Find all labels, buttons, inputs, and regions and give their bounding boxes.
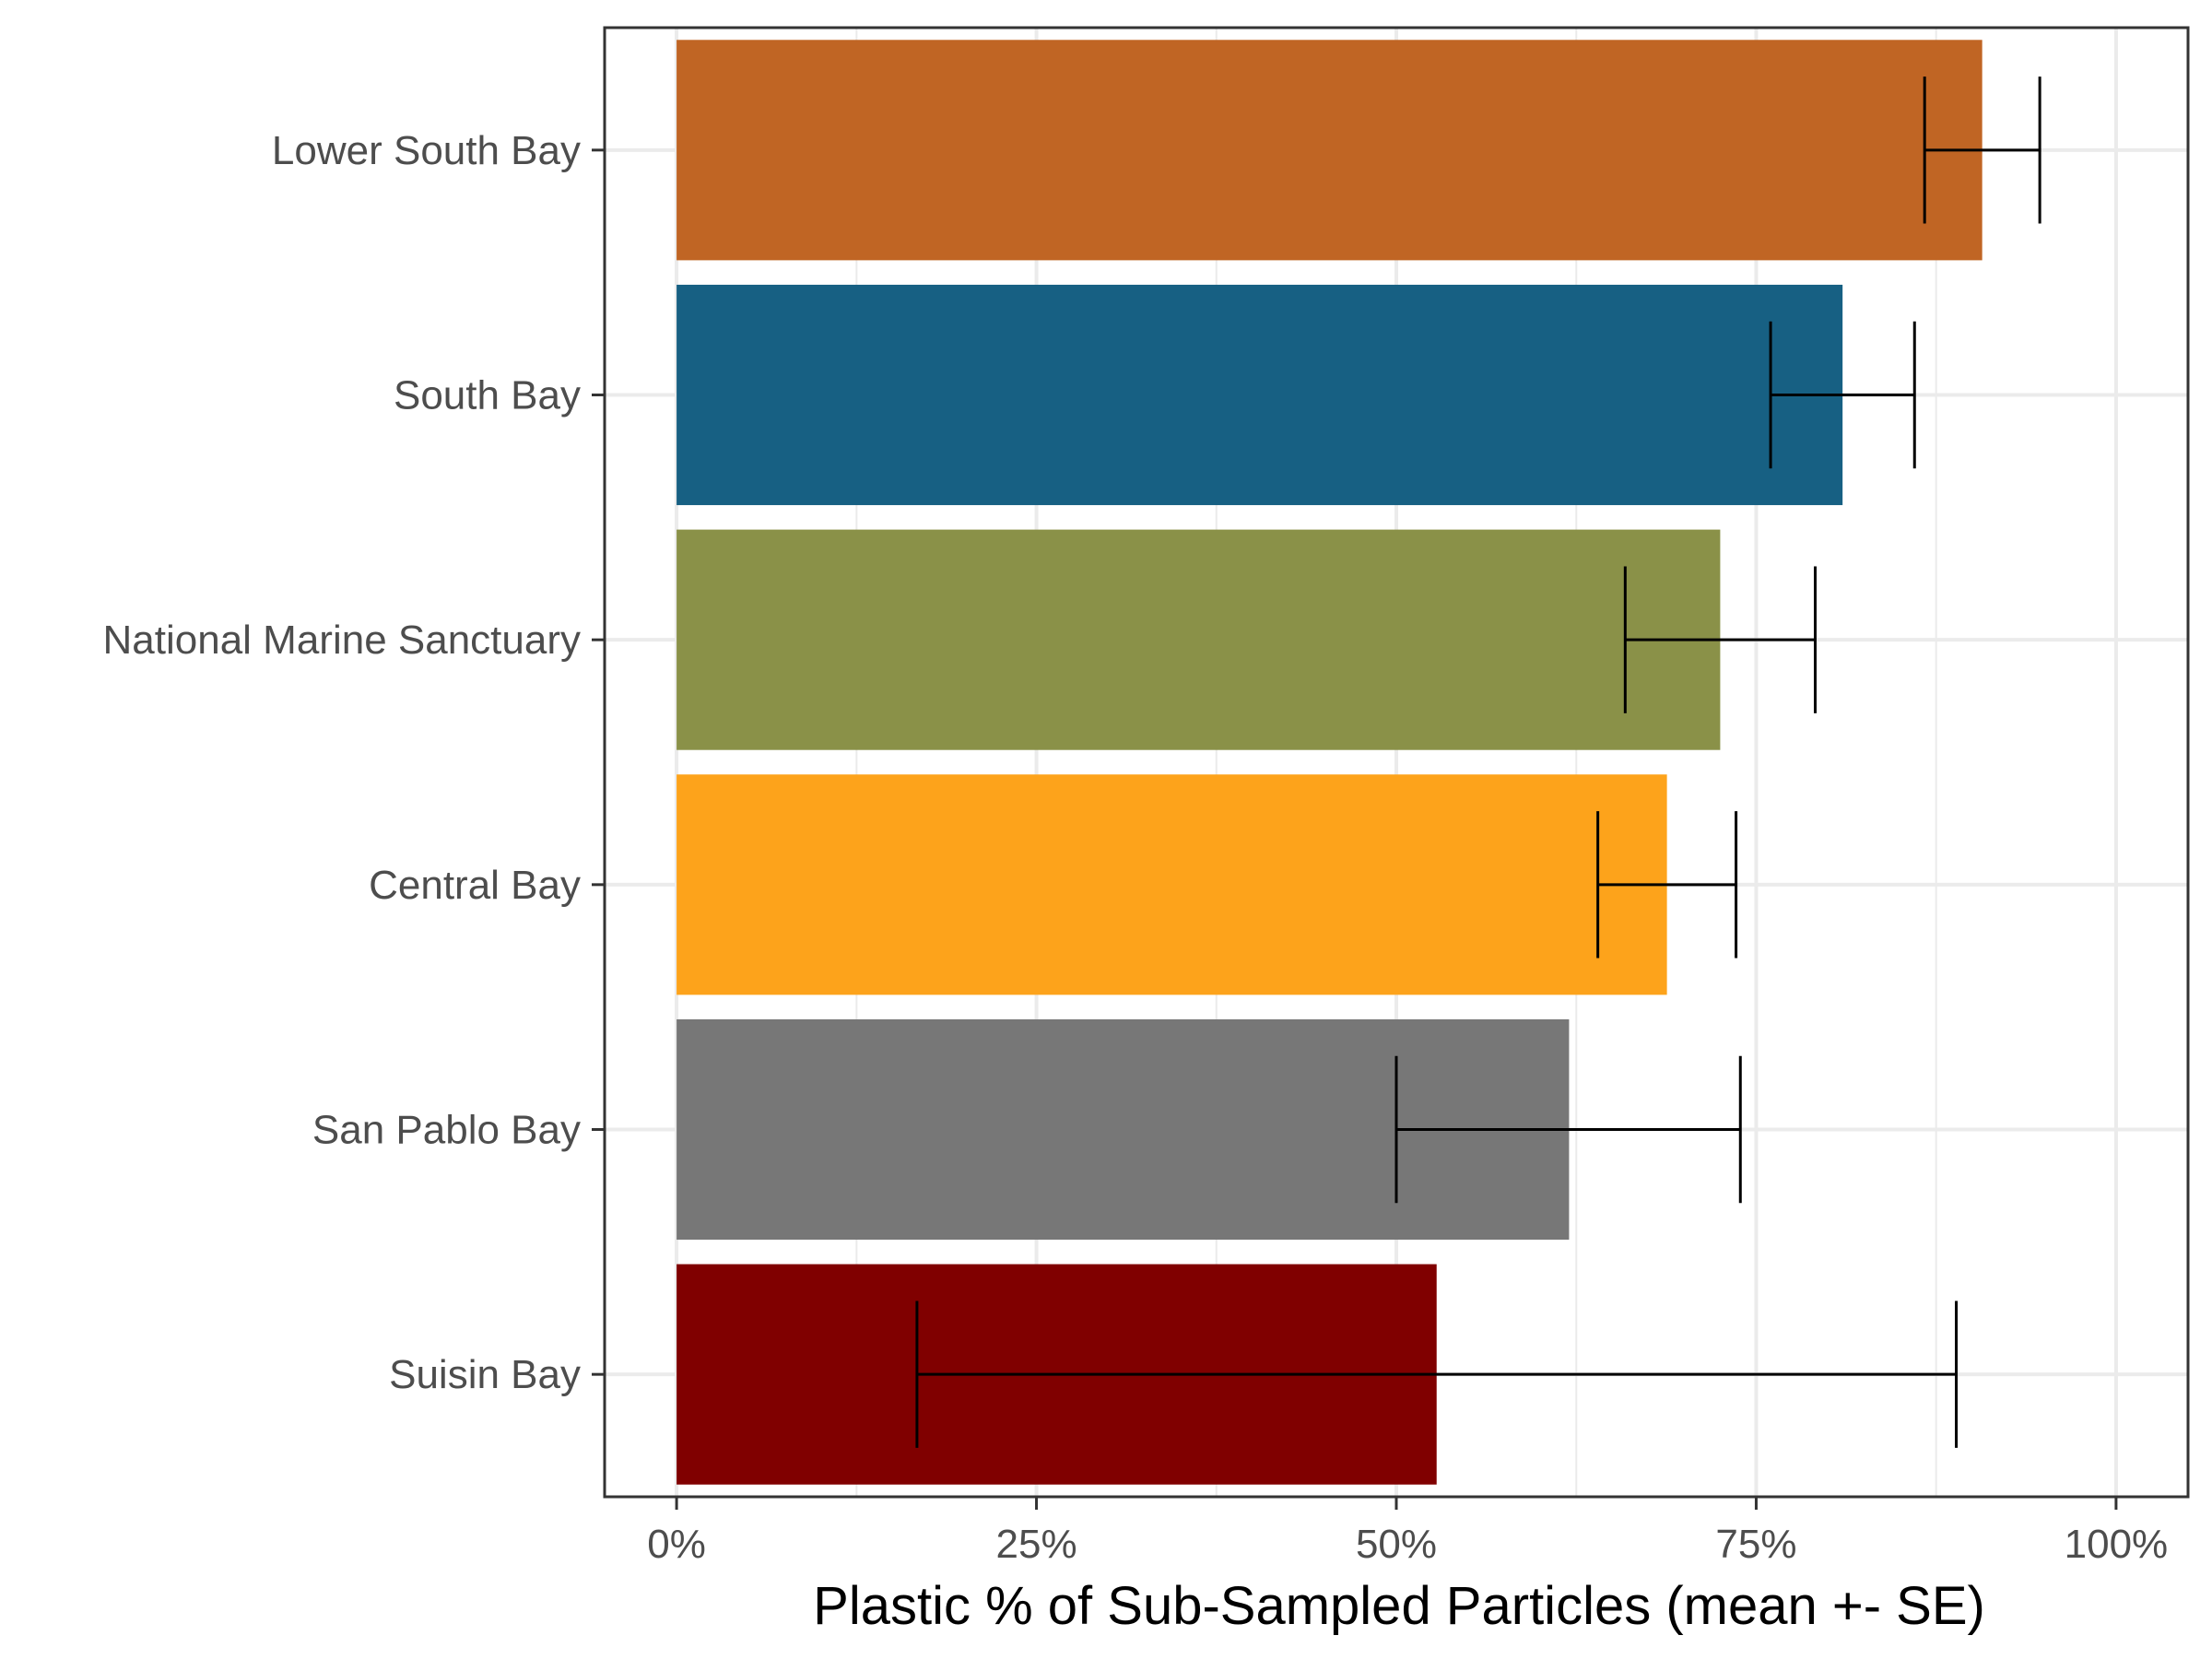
error-bar: [1394, 1055, 1742, 1204]
error-bar: [1923, 76, 2041, 224]
x-tick-label: 75%: [1715, 1522, 1796, 1567]
bars: [677, 40, 1983, 1485]
error-bar: [1623, 566, 1817, 713]
error-bar: [1769, 321, 1916, 469]
x-tick-label: 25%: [996, 1522, 1077, 1567]
y-tick-label: San Pablo Bay: [312, 1108, 581, 1153]
error-bar: [915, 1300, 1959, 1448]
y-tick-label: National Marine Sanctuary: [103, 618, 581, 663]
error-bars: [915, 76, 2041, 1448]
x-tick-label: 50%: [1356, 1522, 1437, 1567]
y-axis: Lower South Bay South Bay National Marine …: [103, 128, 605, 1397]
y-tick-label: South Bay: [394, 373, 581, 418]
x-axis: 0% 25% 50% 75% 100%: [647, 1497, 2168, 1567]
x-axis-title: Plastic % of Sub-Sampled Particles (mean…: [813, 1576, 1985, 1636]
x-tick-label: 0%: [647, 1522, 706, 1567]
bar: [677, 529, 1721, 750]
y-tick-label: Central Bay: [369, 863, 581, 908]
x-tick-label: 100%: [2065, 1522, 2169, 1567]
bar: [677, 40, 1983, 261]
error-bar: [1596, 811, 1738, 959]
bar: [677, 284, 1843, 506]
y-tick-label: Lower South Bay: [272, 128, 581, 173]
y-tick-label: Suisin Bay: [389, 1352, 581, 1397]
bar: [677, 774, 1667, 995]
